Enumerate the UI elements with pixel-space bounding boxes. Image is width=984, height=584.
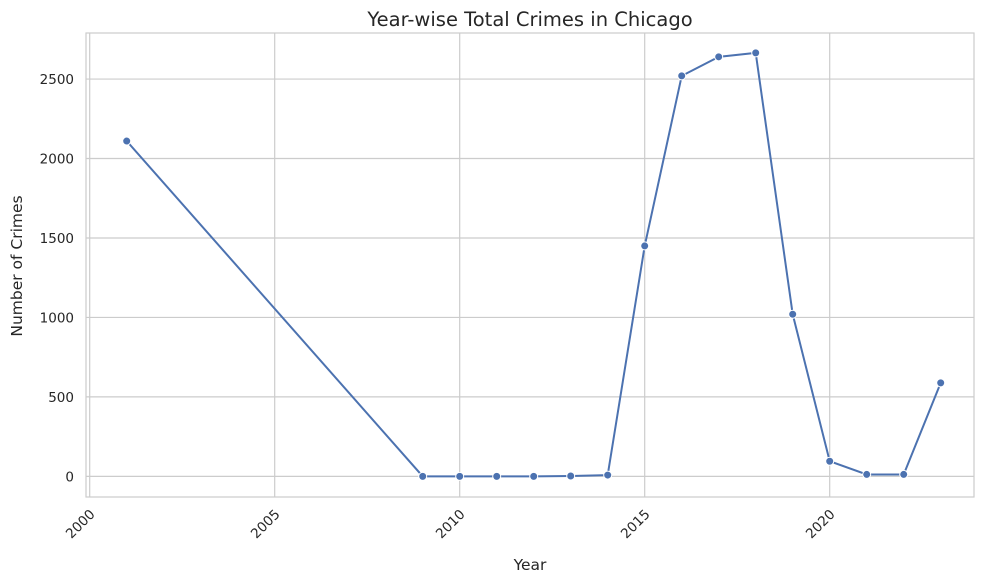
data-point xyxy=(899,469,909,479)
series-line xyxy=(125,51,942,478)
data-point xyxy=(936,378,946,388)
y-tick-label: 2500 xyxy=(40,72,74,88)
x-tick-label: 2015 xyxy=(618,507,654,543)
data-point xyxy=(492,471,502,481)
data-point xyxy=(603,470,613,480)
chart-title: Year-wise Total Crimes in Chicago xyxy=(366,8,692,31)
x-tick-label: 2010 xyxy=(433,507,469,543)
y-tick-label: 500 xyxy=(48,390,74,406)
y-tick-label: 1500 xyxy=(40,231,74,247)
data-point xyxy=(677,71,687,81)
data-point xyxy=(122,136,132,146)
data-point xyxy=(640,241,650,251)
data-point xyxy=(418,471,428,481)
x-tick-label: 2005 xyxy=(248,507,284,543)
data-point xyxy=(862,469,872,479)
data-point xyxy=(825,456,835,466)
y-tick-label: 1000 xyxy=(40,310,74,326)
data-point xyxy=(751,48,761,58)
data-point xyxy=(714,52,724,62)
y-tick-label: 0 xyxy=(65,469,74,485)
plot-area xyxy=(85,32,975,498)
series-points xyxy=(122,48,946,481)
x-axis-label: Year xyxy=(513,556,547,574)
data-point xyxy=(529,471,539,481)
data-point xyxy=(566,471,576,481)
x-tick-label: 2000 xyxy=(63,507,99,543)
x-tick-label: 2020 xyxy=(803,507,839,543)
y-axis-label: Number of Crimes xyxy=(8,195,26,336)
data-point xyxy=(788,309,798,319)
grid xyxy=(86,33,974,497)
y-tick-label: 2000 xyxy=(40,152,74,168)
data-point xyxy=(455,471,465,481)
axis-ticks: 2000 2005 2010 2015 2020 0 500 1000 1500 2000 2500 xyxy=(40,72,839,542)
